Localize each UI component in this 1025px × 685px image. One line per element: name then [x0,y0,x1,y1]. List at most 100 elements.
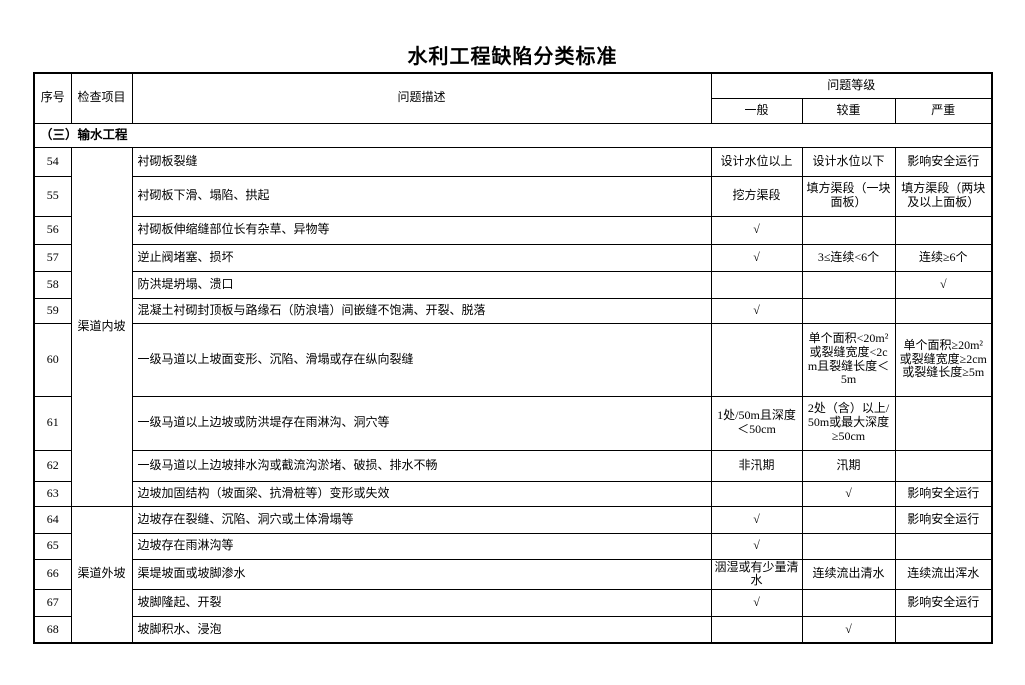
cell-grade-severe: 连续≥6个 [894,243,993,272]
header-grade-serious: 较重 [801,97,896,124]
cell-serial: 58 [33,270,72,299]
cell-serial: 60 [33,322,72,397]
cell-grade-general [710,322,803,397]
section-row: （三）输水工程 [33,122,993,148]
cell-description: 边坡存在裂缝、沉陷、洞穴或土体滑塌等 [131,505,712,534]
page-title: 水利工程缺陷分类标准 [407,46,618,68]
cell-description: 一级马道以上坡面变形、沉陷、滑塌或存在纵向裂缝 [131,322,712,397]
table-row: 67 坡脚隆起、开裂 √ 影响安全运行 [33,589,993,618]
header-grade-general: 一般 [710,97,803,124]
table-row: 57 逆止阀堵塞、损坏 √ 3≤连续<6个 连续≥6个 [33,243,993,272]
cell-grade-general: 设计水位以上 [710,146,803,177]
cell-description: 一级马道以上边坡排水沟或截流沟淤堵、破损、排水不畅 [131,449,712,482]
table-row: 64 渠道外坡 边坡存在裂缝、沉陷、洞穴或土体滑塌等 √ 影响安全运行 [33,505,993,644]
cell-grade-general: √ [710,215,803,245]
table-row: 58 防洪堤坍塌、溃口 √ [33,270,993,299]
cell-serial: 66 [33,558,72,591]
cell-description: 渠堤坡面或坡脚渗水 [131,558,712,591]
header-serial: 序号 [33,72,72,124]
cell-description: 一级马道以上边坡或防洪堤存在雨淋沟、洞穴等 [131,395,712,451]
cell-serial: 55 [33,175,72,217]
cell-grade-severe: 影响安全运行 [894,589,993,618]
table-row: 54 渠道内坡 衬砌板裂缝 设计水位以上 设计水位以下 影响安全运行 [33,146,993,507]
header-row-1: 序号 检查项目 问题描述 问题等级 [33,72,993,124]
cell-description: 衬砌板裂缝 [131,146,712,177]
cell-serial: 59 [33,297,72,324]
table-header: 序号 检查项目 问题描述 问题等级 一般 较重 严重 [33,72,993,124]
section-title: （三）输水工程 [33,122,993,148]
cell-grade-severe [894,395,993,451]
cell-serial: 65 [33,532,72,560]
cell-serial: 67 [33,589,72,618]
cell-grade-serious [801,589,896,618]
cell-grade-serious [801,505,896,534]
table-row: 56 衬砌板伸缩缝部位长有杂草、异物等 √ [33,215,993,245]
header-grade-group: 问题等级 [710,72,993,99]
cell-grade-severe [894,215,993,245]
table-row: 66 渠堤坡面或坡脚渗水 洇湿或有少量清水 连续流出清水 连续流出浑水 [33,558,993,591]
cell-grade-serious: √ [801,616,896,644]
cell-grade-severe: 连续流出浑水 [894,558,993,591]
cell-grade-serious: 汛期 [801,449,896,482]
table-row: 62 一级马道以上边坡排水沟或截流沟淤堵、破损、排水不畅 非汛期 汛期 [33,449,993,482]
cell-inspection-item: 渠道内坡 [70,146,133,507]
cell-grade-serious: √ [801,480,896,507]
cell-grade-serious [801,215,896,245]
cell-grade-serious: 设计水位以下 [801,146,896,177]
cell-grade-serious: 3≤连续<6个 [801,243,896,272]
cell-description: 衬砌板下滑、塌陷、拱起 [131,175,712,217]
cell-grade-severe [894,297,993,324]
cell-grade-severe: 单个面积≥20m²或裂缝宽度≥2cm或裂缝长度≥5m [894,322,993,397]
table-row: 68 坡脚积水、浸泡 √ [33,616,993,644]
cell-serial: 57 [33,243,72,272]
cell-description: 边坡存在雨淋沟等 [131,532,712,560]
header-description: 问题描述 [131,72,712,124]
table-row: 65 边坡存在雨淋沟等 √ [33,532,993,560]
cell-grade-serious: 连续流出清水 [801,558,896,591]
cell-grade-general [710,480,803,507]
cell-inspection-item: 渠道外坡 [70,505,133,644]
cell-grade-severe: 影响安全运行 [894,146,993,177]
cell-grade-general: √ [710,297,803,324]
table-body: （三）输水工程 54 渠道内坡 衬砌板裂缝 设计水位以上 设计水位以下 影响安全运行 55 衬… [33,122,993,644]
cell-description: 边坡加固结构（坡面梁、抗滑桩等）变形或失效 [131,480,712,507]
cell-grade-serious [801,532,896,560]
cell-grade-serious: 2处（含）以上/50m或最大深度≥50cm [801,395,896,451]
cell-grade-general: √ [710,589,803,618]
cell-serial: 64 [33,505,72,534]
cell-grade-serious [801,297,896,324]
cell-grade-severe: 填方渠段（两块及以上面板） [894,175,993,217]
cell-grade-serious [801,270,896,299]
cell-grade-severe [894,532,993,560]
cell-grade-severe: √ [894,270,993,299]
cell-grade-general: 挖方渠段 [710,175,803,217]
cell-grade-severe: 影响安全运行 [894,505,993,534]
cell-grade-severe [894,616,993,644]
cell-grade-general: 洇湿或有少量清水 [710,558,803,591]
table-row: 55 衬砌板下滑、塌陷、拱起 挖方渠段 填方渠段（一块面板） 填方渠段（两块及以上面板） [33,175,993,217]
cell-description: 逆止阀堵塞、损坏 [131,243,712,272]
cell-serial: 63 [33,480,72,507]
header-row-2: 一般 较重 严重 [34,97,993,124]
cell-description: 防洪堤坍塌、溃口 [131,270,712,299]
table-row: 63 边坡加固结构（坡面梁、抗滑桩等）变形或失效 √ 影响安全运行 [33,480,993,507]
cell-serial: 61 [33,395,72,451]
header-inspection-item: 检查项目 [70,72,133,124]
cell-grade-severe: 影响安全运行 [894,480,993,507]
cell-grade-general: 非汛期 [710,449,803,482]
cell-description: 衬砌板伸缩缝部位长有杂草、异物等 [131,215,712,245]
cell-description: 混凝土衬砌封顶板与路缘石（防浪墙）间嵌缝不饱满、开裂、脱落 [131,297,712,324]
table-row: 59 混凝土衬砌封顶板与路缘石（防浪墙）间嵌缝不饱满、开裂、脱落 √ [33,297,993,324]
cell-serial: 56 [33,215,72,245]
cell-grade-general: 1处/50m且深度＜50cm [710,395,803,451]
cell-grade-general [710,270,803,299]
cell-description: 坡脚积水、浸泡 [131,616,712,644]
table-row: 60 一级马道以上坡面变形、沉陷、滑塌或存在纵向裂缝 单个面积<20m²或裂缝宽度<… [33,322,993,397]
header-grade-severe: 严重 [894,97,993,124]
cell-description: 坡脚隆起、开裂 [131,589,712,618]
cell-serial: 68 [33,616,72,644]
cell-grade-general: √ [710,243,803,272]
cell-serial: 62 [33,449,72,482]
cell-grade-severe [894,449,993,482]
